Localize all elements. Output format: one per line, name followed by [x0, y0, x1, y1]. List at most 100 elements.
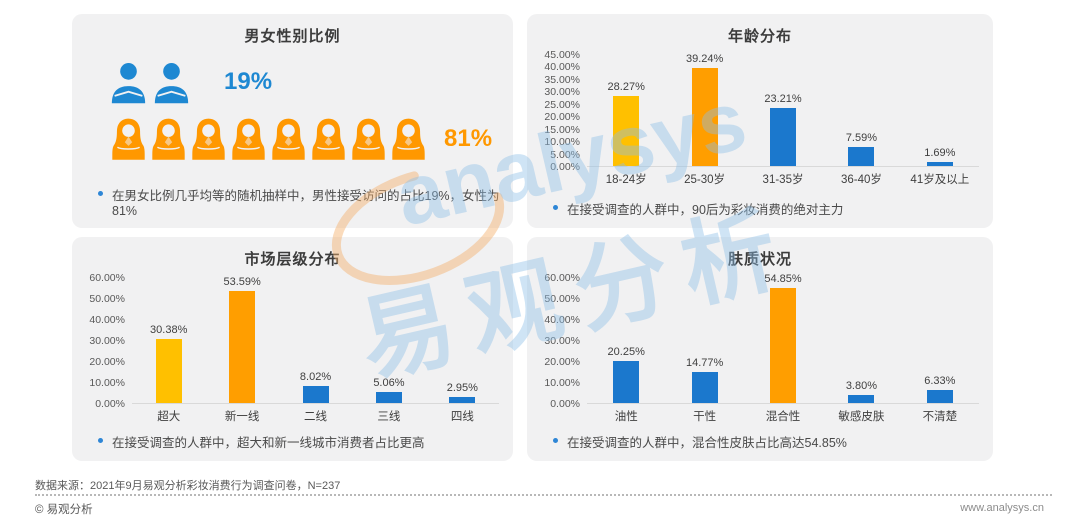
y-axis-tick-label: 30.00% [544, 86, 580, 99]
female-percentage: 81% [444, 124, 493, 152]
age-y-axis: 45.00% 40.00% 35.00% 30.00% 25.00% 20.00% 15.0… [539, 50, 587, 172]
bar-rect [848, 147, 875, 166]
bar-slot-4: 7.59% [822, 132, 900, 166]
bar-rect [691, 68, 718, 166]
y-axis-tick-label: 0.00% [95, 398, 125, 410]
bar-value-label: 5.06% [373, 377, 405, 390]
bar-rect [691, 372, 718, 403]
bar-value-label: 1.69% [924, 146, 956, 159]
x-axis-category-label: 敏感皮肤 [838, 411, 885, 423]
male-person-icon [154, 63, 189, 104]
bar-value-label: 8.02% [299, 371, 332, 384]
male-icon-row: 19% [110, 59, 513, 105]
gender-ratio-panel: 男女性别比例 19% [72, 14, 513, 228]
bar-slot-4: 5.06% [352, 377, 425, 403]
x-axis-category-label: 干性 [693, 411, 717, 423]
x-axis-category-label: 二线 [304, 411, 328, 423]
skin-x-axis: 油性 干性 混合性 敏感皮肤 不清楚 [587, 408, 979, 424]
gender-note: 在男女比例几乎均等的随机抽样中，男性接受访问的占比19%，女性为81% [98, 185, 501, 218]
bar-value-label: 23.21% [764, 93, 802, 106]
age-note-text: 在接受调查的人群中，90后为彩妆消费的绝对主力 [567, 203, 844, 217]
y-axis-tick-label: 50.00% [544, 293, 580, 305]
market-y-axis: 60.00% 50.00% 40.00% 30.00% 20.00% 10.00% 0.00… [84, 273, 132, 410]
y-axis-tick-label: 20.00% [544, 356, 580, 368]
x-axis-category-label: 四线 [450, 411, 474, 423]
bullet-dot-icon [98, 191, 103, 196]
bar-rect [155, 339, 182, 403]
bullet-dot-icon [98, 438, 103, 443]
x-axis-category-label: 超大 [157, 411, 181, 423]
bar-value-label: 28.27% [607, 80, 645, 93]
age-bar-chart: 45.00% 40.00% 35.00% 30.00% 25.00% 20.00% 15.0… [527, 50, 993, 187]
female-person-icon [192, 118, 225, 160]
footer-website: www.analysys.cn [960, 502, 1044, 514]
y-axis-tick-label: 60.00% [544, 272, 580, 284]
y-axis-tick-label: 20.00% [544, 111, 580, 124]
y-axis-tick-label: 10.00% [544, 136, 580, 149]
bar-value-label: 14.77% [685, 357, 724, 369]
footer-copyright: © 易观分析 [35, 504, 93, 516]
bar-slot-1: 28.27% [587, 81, 665, 166]
skin-type-panel: 肤质状况 60.00% 50.00% 40.00% 30.00% 20.00% 10.00… [527, 237, 993, 461]
x-axis-category-label: 31-35岁 [762, 174, 804, 186]
bar-value-label: 6.33% [924, 374, 956, 387]
bar-slot-5: 2.95% [426, 382, 499, 403]
age-chart-title: 年龄分布 [727, 28, 792, 45]
male-person-icon [111, 63, 146, 104]
y-axis-tick-label: 5.00% [550, 148, 580, 161]
female-person-icon [112, 118, 145, 160]
x-axis-category-label: 新一线 [224, 411, 260, 423]
x-axis-category-label: 41岁及以上 [910, 174, 970, 186]
market-plot-area: 30.38% 53.59% 8.02% 5.06% 2.95% [132, 275, 499, 404]
bar-rect [926, 389, 953, 403]
bar-slot-4: 3.80% [822, 380, 900, 403]
bar-value-label: 20.25% [607, 345, 645, 358]
bullet-dot-icon [553, 438, 558, 443]
y-axis-tick-label: 40.00% [544, 314, 580, 326]
market-note-text: 在接受调查的人群中，超大和新一线城市消费者占比更高 [112, 436, 425, 450]
female-person-icon [232, 118, 265, 160]
skin-plot-area: 20.25% 14.77% 54.85% 3.80% 6.33% [587, 273, 979, 404]
y-axis-tick-label: 40.00% [89, 314, 125, 326]
y-axis-tick-label: 10.00% [89, 377, 125, 389]
bullet-dot-icon [553, 205, 558, 210]
female-icon-row: 81% [110, 116, 513, 161]
bar-slot-3: 54.85% [744, 273, 822, 403]
x-axis-category-label: 36-40岁 [840, 174, 882, 186]
y-axis-tick-label: 20.00% [89, 356, 125, 368]
y-axis-tick-label: 30.00% [544, 335, 580, 347]
bar-value-label: 39.24% [685, 53, 724, 66]
y-axis-tick-label: 35.00% [544, 73, 580, 86]
market-bar-chart: 60.00% 50.00% 40.00% 30.00% 20.00% 10.00% 0.00… [72, 273, 513, 424]
bar-slot-3: 23.21% [744, 93, 822, 166]
y-axis-tick-label: 15.00% [544, 123, 580, 136]
x-axis-category-label: 不清楚 [922, 411, 958, 423]
bar-value-label: 3.80% [845, 380, 878, 392]
y-axis-tick-label: 50.00% [89, 293, 125, 305]
market-chart-title: 市场层级分布 [244, 251, 341, 268]
bar-value-label: 54.85% [764, 272, 802, 285]
x-axis-category-label: 18-24岁 [605, 174, 647, 186]
y-axis-tick-label: 30.00% [89, 335, 125, 347]
skin-note-text: 在接受调查的人群中，混合性皮肤占比高达54.85% [567, 436, 847, 450]
female-person-icon [272, 118, 305, 160]
bar-slot-1: 30.38% [132, 324, 205, 403]
x-axis-category-label: 油性 [614, 411, 638, 423]
age-plot-area: 28.27% 39.24% 23.21% 7.59% 1.69% [587, 53, 979, 167]
bar-value-label: 53.59% [223, 275, 261, 288]
gender-note-text: 在男女比例几乎均等的随机抽样中，男性接受访问的占比19%，女性为81% [112, 189, 500, 218]
bar-rect [302, 386, 329, 403]
y-axis-tick-label: 10.00% [544, 377, 580, 389]
bar-slot-3: 8.02% [279, 371, 352, 403]
market-x-axis: 超大 新一线 二线 三线 四线 [132, 408, 499, 424]
bar-slot-2: 39.24% [665, 53, 743, 166]
age-note: 在接受调查的人群中，90后为彩妆消费的绝对主力 [553, 199, 981, 218]
age-distribution-panel: 年龄分布 45.00% 40.00% 35.00% 30.00% 25.00% 20.00… [527, 14, 993, 228]
y-axis-tick-label: 25.00% [544, 98, 580, 111]
bar-value-label: 2.95% [446, 381, 478, 394]
bar-rect [770, 287, 797, 403]
bar-rect [375, 392, 402, 403]
footer-divider [35, 494, 1052, 496]
female-person-icon [352, 118, 385, 160]
